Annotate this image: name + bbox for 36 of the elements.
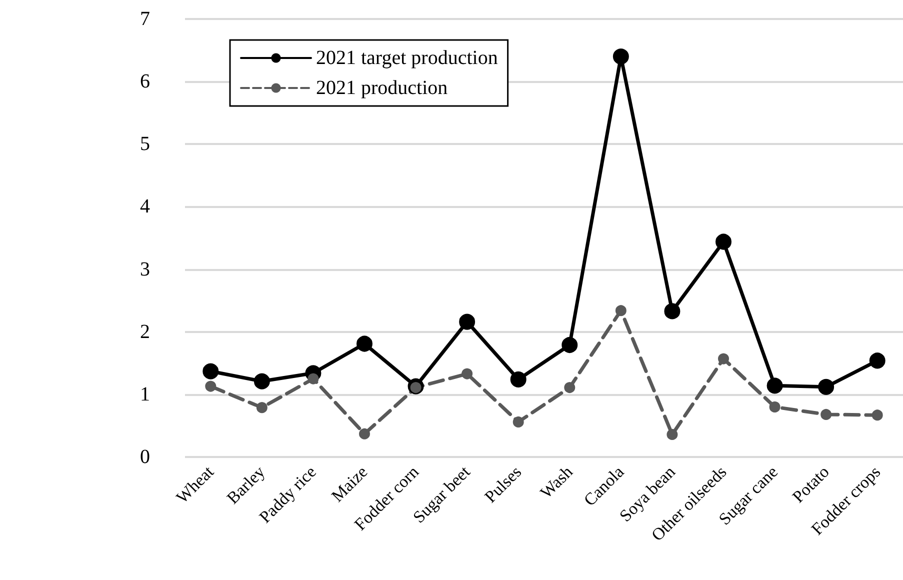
y-tick-label: 7 bbox=[140, 8, 150, 30]
point bbox=[872, 410, 883, 421]
point bbox=[718, 353, 729, 364]
point bbox=[202, 363, 219, 380]
point bbox=[666, 428, 678, 440]
point bbox=[510, 371, 526, 388]
y-tick-label: 5 bbox=[140, 133, 150, 156]
point bbox=[512, 416, 524, 428]
point bbox=[769, 401, 780, 412]
point bbox=[820, 408, 832, 420]
point bbox=[359, 428, 370, 440]
y-tick-label: 4 bbox=[140, 196, 150, 218]
point bbox=[462, 368, 473, 380]
point bbox=[664, 303, 680, 320]
point bbox=[612, 48, 629, 65]
y-tick-label: 0 bbox=[140, 446, 150, 468]
point bbox=[562, 337, 578, 353]
point bbox=[869, 352, 886, 369]
legend-label: 2021 target production bbox=[316, 47, 498, 69]
y-tick-label: 3 bbox=[140, 258, 150, 280]
point bbox=[205, 380, 216, 392]
point bbox=[564, 382, 576, 394]
point bbox=[716, 234, 732, 250]
point bbox=[459, 314, 476, 330]
point bbox=[818, 378, 834, 395]
point bbox=[615, 305, 626, 316]
point bbox=[254, 373, 270, 390]
point bbox=[308, 373, 319, 384]
legend-label: 2021 production bbox=[316, 77, 448, 99]
y-tick-label: 2 bbox=[140, 320, 150, 343]
point bbox=[356, 336, 372, 352]
x-tick-label: Wash bbox=[536, 462, 577, 502]
point bbox=[766, 378, 783, 394]
point bbox=[256, 402, 268, 414]
y-tick-label: 1 bbox=[140, 383, 150, 406]
y-tick-label: 6 bbox=[140, 70, 150, 93]
